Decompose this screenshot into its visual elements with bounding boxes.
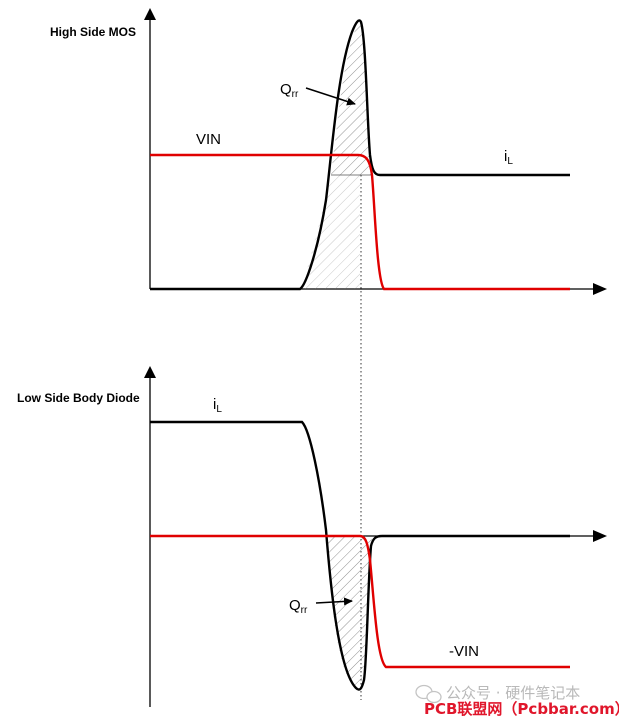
- low-side-qrr-arrow: [315, 597, 353, 606]
- watermark-site-text: PCB联盟网（Pcbbar.com）: [424, 700, 619, 718]
- high-side-x-axis-arrow-icon: [593, 283, 607, 295]
- high-side-qrr-label: Qrr: [280, 81, 299, 100]
- high-side-il-label: iL: [504, 148, 513, 167]
- wechat-icon: [415, 684, 442, 704]
- low-side-y-axis-arrow-icon: [144, 366, 156, 378]
- high-side-current-line: [150, 19, 570, 291]
- low-side-voltage-line: [150, 534, 570, 669]
- low-side-panel: Low Side Body Diode iL Qrr -VIN: [17, 366, 607, 707]
- high-side-rise-hatch: [302, 175, 360, 289]
- low-side-current-line: [150, 420, 570, 691]
- low-side-qrr-region: [327, 536, 372, 690]
- low-side-il-label: iL: [213, 396, 222, 415]
- high-side-y-axis-arrow-icon: [144, 8, 156, 20]
- high-side-voltage-line: [150, 153, 570, 291]
- high-side-qrr-arrow: [305, 87, 356, 106]
- low-side-title: Low Side Body Diode: [17, 391, 140, 405]
- watermark: 公众号 · 硬件笔记本 PCB联盟网（Pcbbar.com）: [415, 684, 619, 718]
- low-side-qrr-label: Qrr: [289, 597, 308, 616]
- high-side-vin-label: VIN: [196, 131, 221, 148]
- watermark-account-text: 公众号 · 硬件笔记本: [446, 684, 580, 702]
- low-side-x-axis-arrow-icon: [593, 530, 607, 542]
- high-side-title: High Side MOS: [50, 25, 136, 39]
- low-side-neg-vin-label: -VIN: [449, 643, 479, 660]
- high-side-panel: High Side MOS VIN iL Qrr: [50, 8, 607, 295]
